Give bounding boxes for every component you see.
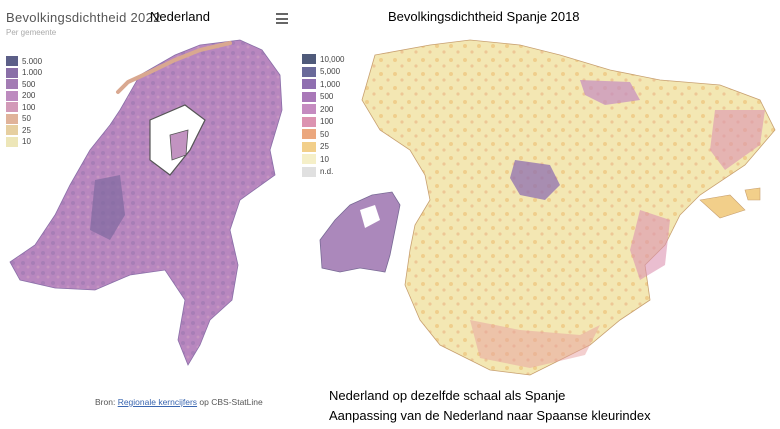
source-prefix: Bron: [95, 397, 118, 407]
right-legend-label: 25 [320, 142, 329, 151]
left-legend-label: 200 [22, 91, 36, 100]
right-legend-swatch [302, 154, 316, 164]
right-legend-label: 200 [320, 104, 334, 114]
right-legend-item: 1,000 [302, 79, 340, 89]
right-legend-item: 100 [302, 116, 334, 127]
right-legend-swatch [302, 141, 316, 152]
left-legend-swatch [6, 102, 18, 112]
left-legend-label: 500 [22, 79, 36, 89]
hamburger-menu-icon[interactable] [276, 13, 288, 24]
left-legend-item: 1.000 [6, 67, 43, 78]
left-map-title: Bevolkingsdichtheid 2022 [6, 10, 161, 25]
right-legend-item: 50 [302, 129, 329, 139]
right-legend-item: 10 [302, 154, 329, 164]
left-legend-label: 10 [22, 137, 31, 146]
right-legend-label: n.d. [320, 167, 334, 176]
right-legend-swatch [302, 79, 316, 89]
left-legend-swatch [6, 125, 18, 135]
wadden-islands [116, 41, 232, 94]
right-legend-swatch [302, 66, 316, 77]
left-map-subtitle: Per gemeente [6, 28, 57, 37]
nl-mainland [9, 39, 283, 366]
left-legend-label: 1.000 [22, 68, 43, 77]
left-legend-label: 50 [22, 114, 31, 123]
right-legend-label: 500 [320, 92, 334, 101]
left-legend-item: 25 [6, 125, 31, 135]
source-suffix: op CBS-StatLine [197, 397, 263, 407]
right-legend-label: 50 [320, 129, 329, 139]
left-legend-label: 5.000 [22, 56, 43, 66]
right-legend-label: 1,000 [320, 79, 341, 89]
catalonia-coast [710, 110, 765, 170]
left-legend-swatch [6, 67, 18, 78]
right-legend-label: 10,000 [320, 54, 345, 64]
right-legend-swatch [302, 104, 316, 114]
left-legend-item: 200 [6, 90, 36, 101]
note-line-1: Nederland op dezelfde schaal als Spanje [329, 388, 566, 403]
right-legend-item: n.d. [302, 166, 334, 177]
note-line-2: Aanpassing van de Nederland naar Spaanse… [329, 408, 651, 423]
right-legend-label: 10 [320, 154, 329, 164]
right-legend-swatch [302, 54, 316, 64]
nl-overlay-small [319, 191, 401, 273]
flevoland [169, 129, 189, 161]
basque-area [580, 80, 640, 105]
nl-urban-west [90, 175, 125, 240]
right-legend-item: 10,000 [302, 54, 344, 64]
right-legend-swatch [302, 91, 316, 102]
right-legend-item: 25 [302, 141, 329, 152]
right-legend-label: 100 [320, 117, 334, 126]
right-legend-label: 5,000 [320, 67, 341, 76]
left-legend-item: 50 [6, 113, 31, 124]
left-legend-item: 500 [6, 79, 35, 89]
balearic-islands [699, 194, 746, 219]
netherlands-map [9, 39, 283, 366]
left-legend-swatch [6, 136, 18, 147]
right-legend-item: 5,000 [302, 66, 341, 77]
left-legend-label: 25 [22, 125, 31, 135]
left-legend-swatch [6, 113, 18, 124]
right-legend-swatch [302, 116, 316, 127]
spain-mainland [361, 39, 776, 376]
andalucia-coast [470, 320, 600, 368]
madrid-area [510, 160, 560, 200]
nl-overlay-water [360, 205, 380, 228]
balearic-islands-2 [744, 187, 761, 201]
left-legend-item: 10 [6, 136, 31, 147]
left-legend-item: 5.000 [6, 56, 42, 66]
right-legend-item: 500 [302, 91, 334, 102]
spain-map [319, 39, 776, 376]
right-legend-swatch [302, 166, 316, 177]
right-legend-item: 200 [302, 104, 333, 114]
left-legend-swatch [6, 90, 18, 101]
source-link[interactable]: Regionale kerncijfers [117, 397, 198, 407]
left-legend-swatch [6, 56, 18, 66]
right-legend-swatch [302, 129, 316, 139]
source-line: Bron: Regionale kerncijfers op CBS-StatL… [95, 397, 263, 407]
left-legend-label: 100 [22, 102, 36, 112]
left-legend-swatch [6, 79, 18, 89]
valencia-coast [630, 210, 670, 280]
spain-map-title: Bevolkingsdichtheid Spanje 2018 [388, 9, 580, 24]
left-legend-item: 100 [6, 102, 35, 112]
netherlands-label: Nederland [150, 9, 210, 24]
